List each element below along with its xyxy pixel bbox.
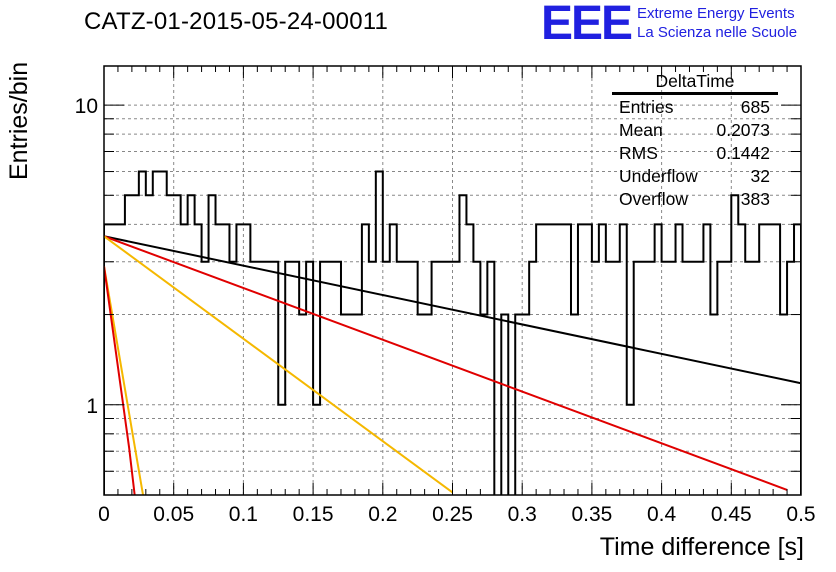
fit-curve-0 xyxy=(104,235,801,385)
x-tick-label: 0.35 xyxy=(571,503,612,526)
stats-label: Entries xyxy=(619,97,674,117)
fit-curves-layer xyxy=(104,235,801,495)
x-tick-label: 0.45 xyxy=(711,503,752,526)
stats-value: 0.2073 xyxy=(716,120,770,140)
x-tick-label: 0.5 xyxy=(786,503,815,526)
x-tick-label: 0.15 xyxy=(293,503,334,526)
y-axis-label: Entries/bin xyxy=(5,61,33,180)
fit-curve-4 xyxy=(104,266,136,495)
y-tick-label: 10 xyxy=(75,95,98,118)
stats-value: 383 xyxy=(740,189,770,209)
x-tick-label: 0.05 xyxy=(153,503,194,526)
stats-value: 32 xyxy=(750,166,770,186)
x-tick-label: 0.1 xyxy=(229,503,258,526)
stats-box: DeltaTime Entries 685 Mean 0.2073 RMS 0.1442 U… xyxy=(612,70,778,211)
stats-label: Mean xyxy=(619,120,663,140)
fit-curve-1 xyxy=(104,235,788,491)
stats-row-mean: Mean 0.2073 xyxy=(612,119,778,142)
fit-curve-3 xyxy=(104,266,145,495)
axes-layer: 0 0.05 0.1 0.15 0.2 0.25 0.3 0.35 0.4 0.45 0.5 1 10 xyxy=(75,65,816,526)
eee-logo: EEE xyxy=(541,0,633,50)
x-tick-label: 0.25 xyxy=(432,503,473,526)
fit-curve-2 xyxy=(104,235,454,494)
y-tick-label: 1 xyxy=(86,395,98,418)
stats-row-overflow: Overflow 383 xyxy=(612,188,778,211)
stats-title: DeltaTime xyxy=(612,70,778,95)
eee-logo-line1: Extreme Energy Events xyxy=(637,5,795,22)
x-axis-label: Time difference [s] xyxy=(599,533,804,561)
chart-title: CATZ-01-2015-05-24-00011 xyxy=(84,8,389,35)
stats-label: Underflow xyxy=(619,166,698,186)
stats-row-underflow: Underflow 32 xyxy=(612,165,778,188)
x-tick-label: 0.3 xyxy=(508,503,537,526)
stats-value: 685 xyxy=(740,97,770,117)
histogram-line xyxy=(104,170,801,495)
x-tick-label: 0.4 xyxy=(647,503,677,526)
eee-logo-line2: La Scienza nelle Scuole xyxy=(637,24,798,41)
eee-logo-text: Extreme Energy Events La Scienza nelle S… xyxy=(637,4,797,42)
histogram-layer xyxy=(104,170,801,495)
x-tick-label: 0.2 xyxy=(368,503,397,526)
stats-value: 0.1442 xyxy=(716,143,770,163)
stats-row-rms: RMS 0.1442 xyxy=(612,142,778,165)
x-tick-label: 0 xyxy=(98,503,110,526)
stats-label: Overflow xyxy=(619,189,689,209)
stats-row-entries: Entries 685 xyxy=(612,96,778,119)
stats-rows: Entries 685 Mean 0.2073 RMS 0.1442 Underflow 32… xyxy=(612,96,778,211)
stats-label: RMS xyxy=(619,143,658,163)
